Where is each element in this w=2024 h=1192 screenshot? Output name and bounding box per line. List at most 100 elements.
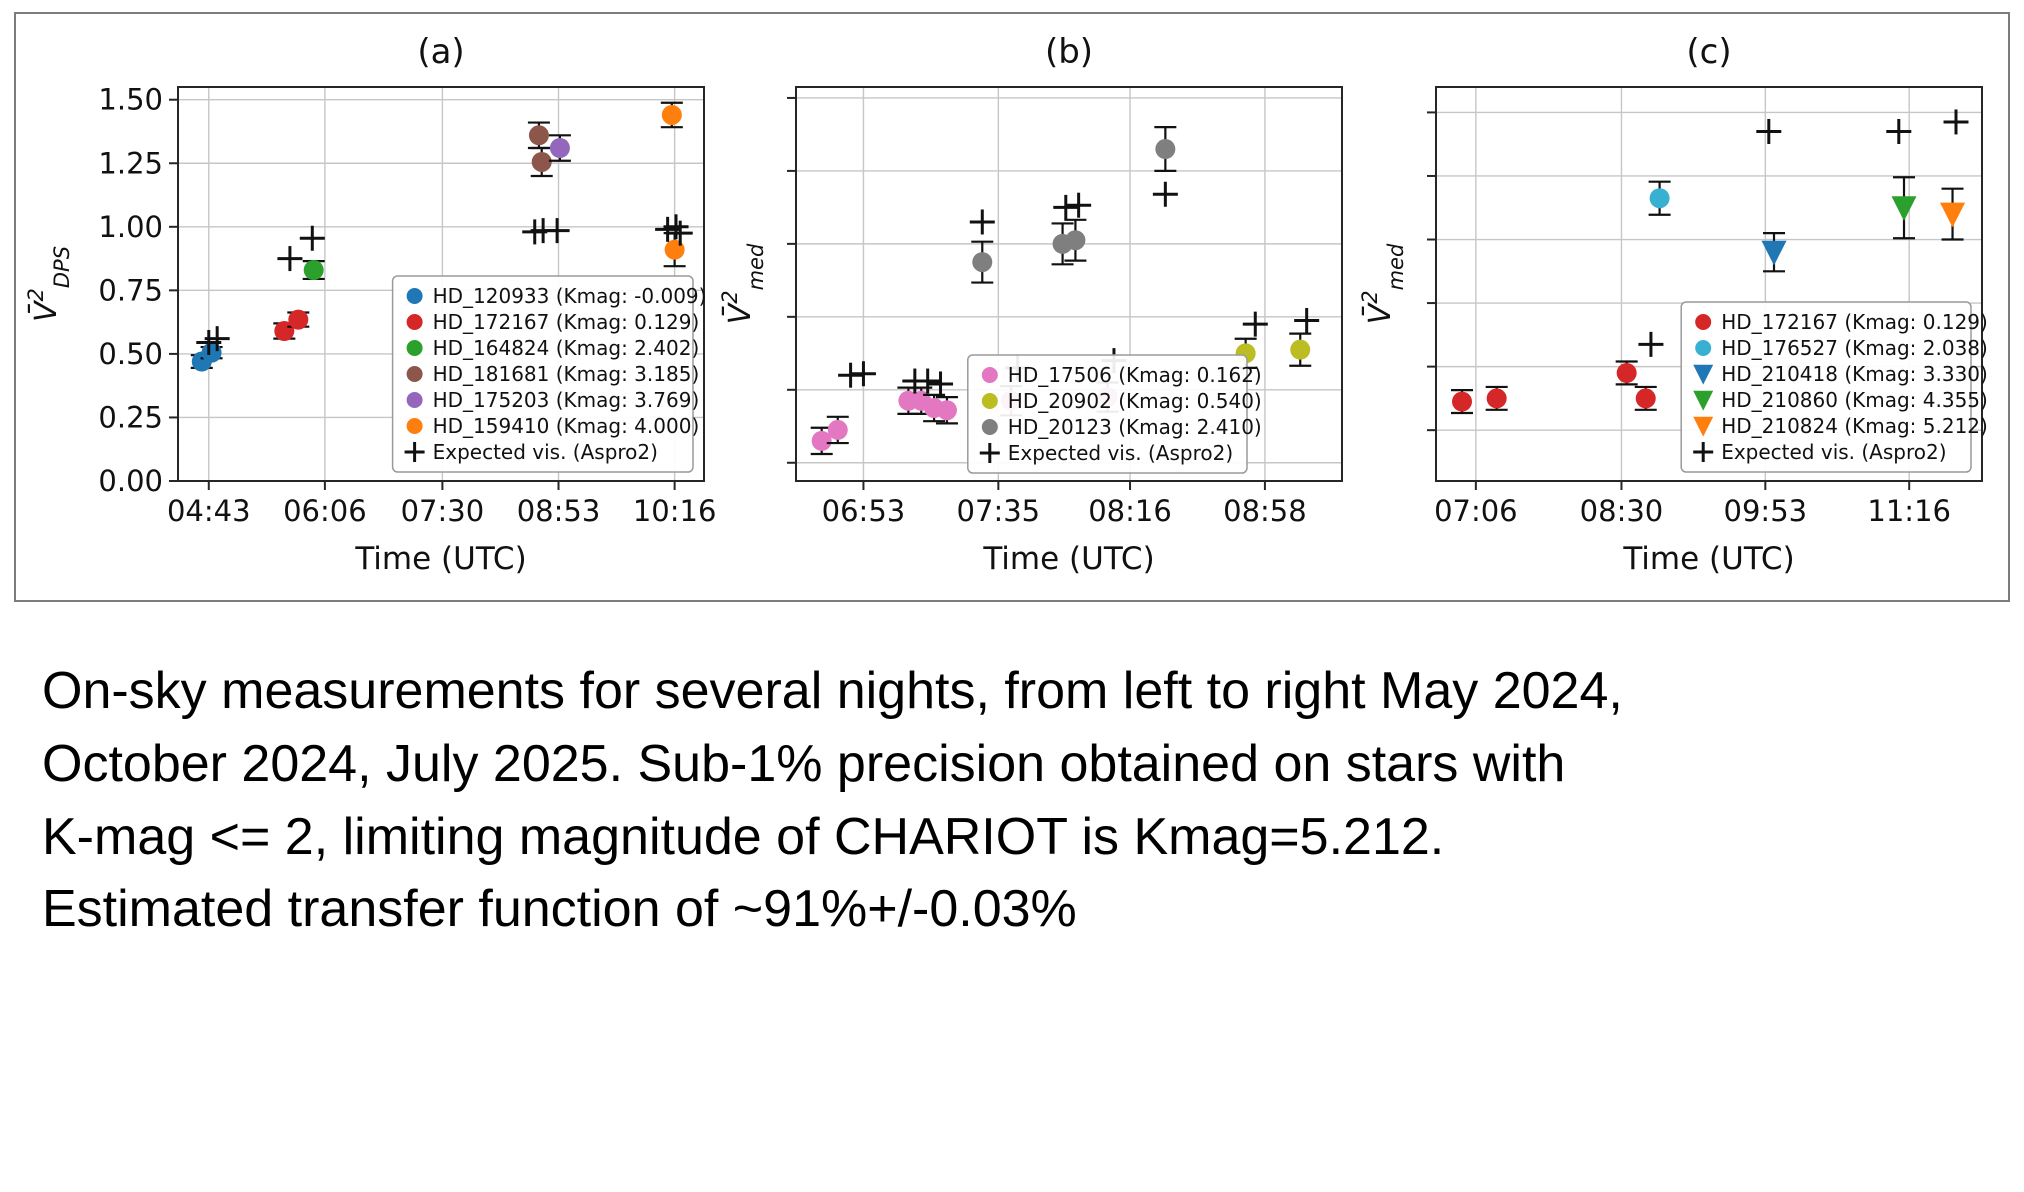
legend: HD_172167 (Kmag: 0.129)HD_176527 (Kmag: …	[1680, 301, 1988, 473]
data-point	[1761, 240, 1787, 266]
panel-b: 06:53 07:35 08:16 08:58 (b) Time (UTC) V̄2med H…	[718, 19, 1360, 595]
y-tick-label: 1.00	[98, 210, 163, 244]
legend-marker	[1695, 314, 1712, 330]
legend-label: HD_210860 (Kmag: 4.355)	[1721, 388, 1988, 412]
legend-label: HD_120933 (Kmag: -0.009)	[433, 284, 707, 308]
caption-line: K-mag <= 2, limiting magnitude of CHARIO…	[42, 807, 1445, 866]
caption-line: Estimated transfer function of ~91%+/-0.…	[42, 880, 1077, 939]
legend-marker	[406, 418, 423, 434]
x-tick-label: 11:16	[1867, 494, 1951, 528]
data-point	[1891, 196, 1917, 221]
data-point	[549, 138, 570, 159]
x-tick-label: 07:06	[1434, 494, 1518, 528]
y-tick-label: 0.25	[98, 400, 163, 434]
caption-line: On-sky measurements for several nights, …	[42, 662, 1623, 720]
legend-marker	[1693, 364, 1714, 385]
data-point	[936, 400, 957, 421]
legend-label: HD_172167 (Kmag: 0.129)	[433, 310, 700, 334]
data-point	[288, 309, 309, 330]
data-point	[827, 419, 848, 440]
legend-marker	[406, 288, 423, 304]
data-point	[811, 430, 832, 451]
x-tick-label: 08:30	[1580, 494, 1664, 528]
x-tick-label: 08:16	[1088, 494, 1172, 528]
data-point	[1290, 339, 1311, 360]
x-tick-label: 07:35	[957, 494, 1041, 528]
x-axis-label: Time (UTC)	[982, 541, 1154, 577]
legend-marker	[981, 419, 998, 435]
legend-label: HD_164824 (Kmag: 2.402)	[433, 336, 700, 360]
legend-label: HD_210824 (Kmag: 5.212)	[1721, 414, 1988, 438]
data-point	[972, 252, 993, 273]
data-point	[303, 260, 324, 281]
x-tick-label: 09:53	[1724, 494, 1808, 528]
y-axis-label: V̄2med	[720, 243, 768, 324]
x-tick-label: 04:43	[167, 494, 251, 528]
legend-marker	[406, 340, 423, 356]
legend-label: Expected vis. (Aspro2)	[1008, 441, 1233, 465]
y-tick-label: 0.75	[98, 273, 163, 307]
legend-label: HD_210418 (Kmag: 3.330)	[1721, 362, 1988, 386]
axes-frame	[177, 86, 705, 482]
data-point	[661, 104, 682, 125]
legend-box	[967, 354, 1248, 474]
x-tick-label: 06:06	[283, 494, 367, 528]
y-axis-label: V̄2DPS	[24, 246, 74, 322]
x-tick-label: 06:53	[822, 494, 906, 528]
data-point	[1616, 362, 1637, 383]
legend-label: HD_17506 (Kmag: 0.162)	[1008, 363, 1262, 387]
panel-title: (c)	[1686, 32, 1731, 72]
legend-marker	[1695, 340, 1712, 356]
legend-marker	[406, 314, 423, 330]
data-point	[1155, 139, 1176, 160]
x-tick-label: 08:58	[1223, 494, 1307, 528]
data-point	[1486, 388, 1507, 409]
chart-b: 06:53 07:35 08:16 08:58 (b) Time (UTC) V̄2med H…	[718, 32, 1343, 577]
legend-marker	[1693, 390, 1714, 411]
data-point	[528, 125, 549, 146]
x-axis-label: Time (UTC)	[1622, 541, 1794, 577]
legend-label: Expected vis. (Aspro2)	[433, 440, 658, 464]
y-tick-label: 1.25	[98, 146, 163, 180]
data-point	[1452, 391, 1472, 412]
legend-box	[1680, 301, 1972, 473]
x-tick-label: 10:16	[633, 494, 717, 528]
data-point	[1940, 202, 1966, 228]
legend-marker	[406, 392, 423, 408]
x-tick-label: 08:53	[517, 494, 601, 528]
legend-label: HD_20902 (Kmag: 0.540)	[1008, 389, 1262, 413]
panel-a: 04:43 06:06 07:30 08:53 10:16 0.00 0.25 0.50 0.7…	[20, 19, 720, 595]
panel-title: (a)	[417, 32, 464, 72]
chart-c: 07:06 08:30 09:53 11:16 (c) Time (UTC) V̄2med H…	[1358, 32, 1988, 577]
data-point	[1635, 388, 1656, 409]
legend-label: HD_172167 (Kmag: 0.129)	[1721, 310, 1988, 334]
data-point	[1065, 230, 1086, 251]
y-axis-label: V̄2med	[1360, 243, 1408, 324]
figure-caption: On-sky measurements for several nights, …	[42, 655, 1996, 946]
legend-box	[391, 275, 694, 473]
legend-label: HD_175203 (Kmag: 3.769)	[433, 388, 700, 412]
legend-marker	[981, 367, 998, 383]
legend-label: HD_176527 (Kmag: 2.038)	[1721, 336, 1988, 360]
figure-box: 04:43 06:06 07:30 08:53 10:16 0.00 0.25 0.50 0.7…	[14, 12, 2010, 602]
panel-c: 07:06 08:30 09:53 11:16 (c) Time (UTC) V̄2med H…	[1358, 19, 2000, 595]
y-tick-label: 1.50	[98, 83, 163, 117]
data-point	[1649, 188, 1670, 209]
panel-title: (b)	[1045, 32, 1093, 72]
legend-marker	[406, 366, 423, 382]
x-tick-label: 07:30	[401, 494, 485, 528]
legend-marker	[1693, 416, 1714, 437]
axes-frame	[795, 86, 1343, 482]
data-point	[531, 151, 552, 172]
axes-frame	[1435, 86, 1983, 482]
caption-line: October 2024, July 2025. Sub-1% precisio…	[42, 734, 1566, 793]
y-tick-label: 0.00	[98, 464, 163, 498]
legend-label: Expected vis. (Aspro2)	[1721, 440, 1946, 464]
legend-marker	[981, 393, 998, 409]
legend-label: HD_20123 (Kmag: 2.410)	[1008, 415, 1262, 439]
legend: HD_120933 (Kmag: -0.009)HD_172167 (Kmag:…	[391, 275, 707, 473]
x-axis-label: Time (UTC)	[354, 541, 526, 577]
legend: HD_17506 (Kmag: 0.162)HD_20902 (Kmag: 0.…	[967, 354, 1262, 474]
chart-a: 04:43 06:06 07:30 08:53 10:16 0.00 0.25 0.50 0.7…	[24, 32, 717, 577]
